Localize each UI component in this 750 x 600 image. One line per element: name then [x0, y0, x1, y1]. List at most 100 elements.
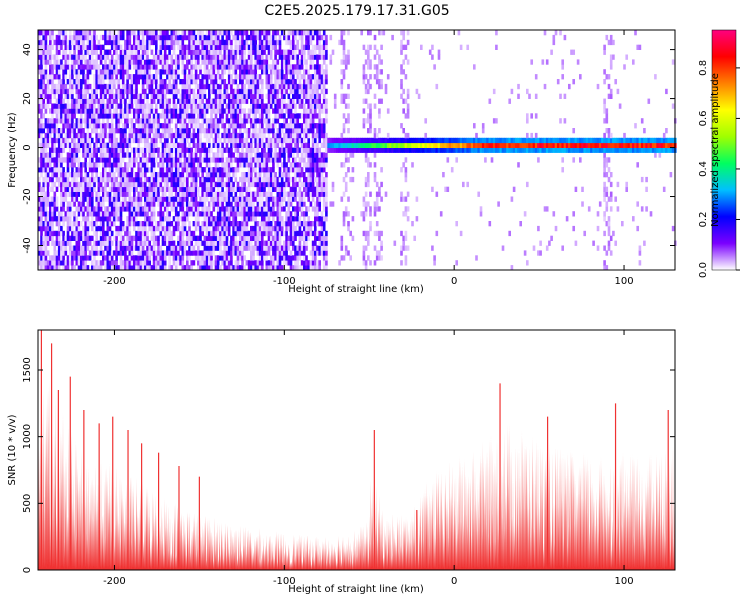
heatmap-cell	[51, 172, 54, 178]
heatmap-cell	[144, 206, 147, 212]
heatmap-cell	[241, 123, 244, 129]
heatmap-cell	[283, 167, 286, 173]
heatmap-cell	[110, 132, 114, 139]
heatmap-cell	[197, 118, 200, 124]
heatmap-cell	[124, 167, 127, 173]
heatmap-cell	[68, 108, 72, 114]
heatmap-cell	[75, 172, 79, 178]
heatmap-cell	[183, 49, 187, 55]
heatmap-cell	[80, 162, 83, 168]
heatmap-cell	[119, 74, 123, 80]
heatmap-cell	[139, 211, 143, 217]
heatmap-cell	[280, 108, 284, 114]
heatmap-cell	[219, 216, 222, 222]
heatmap-cell	[150, 162, 154, 168]
heatmap-cell	[126, 83, 129, 90]
heatmap-cell	[42, 74, 46, 80]
heatmap-cell	[60, 39, 63, 46]
heatmap-cell	[155, 79, 158, 85]
heatmap-cell	[170, 113, 174, 119]
heatmap-cell	[261, 123, 264, 129]
heatmap-cell	[133, 265, 136, 271]
heatmap-cell	[230, 250, 233, 256]
heatmap-cell	[170, 172, 174, 178]
heatmap-cell	[128, 118, 132, 124]
heatmap-cell	[227, 191, 231, 197]
heatmap-cell	[287, 137, 291, 144]
heatmap-cell	[77, 181, 81, 188]
heatmap-cell	[300, 260, 304, 266]
heatmap-cell	[53, 206, 57, 212]
heatmap-cell	[75, 132, 79, 139]
heatmap-cell	[186, 240, 189, 246]
heatmap-cell	[144, 201, 147, 207]
heatmap-cell	[117, 230, 121, 237]
heatmap-cell	[163, 206, 167, 212]
heatmap-cell	[57, 142, 61, 148]
heatmap-cell	[40, 83, 43, 90]
heatmap-cell	[258, 157, 262, 163]
heatmap-cell	[197, 123, 200, 129]
heatmap-cell	[44, 245, 48, 251]
heatmap-cell	[119, 30, 123, 36]
heatmap-cell	[80, 83, 83, 90]
heatmap-cell	[121, 167, 125, 173]
heatmap-cell	[102, 201, 105, 207]
heatmap-cell	[258, 240, 262, 246]
heatmap-cell	[137, 201, 141, 207]
heatmap-cell	[99, 54, 103, 60]
heatmap-cell	[102, 128, 105, 134]
heatmap-cell	[278, 69, 282, 75]
heatmap-cell	[141, 240, 145, 246]
heatmap-cell	[133, 152, 136, 158]
heatmap-cell	[44, 176, 48, 183]
heatmap-cell	[77, 221, 81, 227]
heatmap-cell	[117, 103, 121, 109]
heatmap-cell	[66, 260, 70, 266]
heatmap-cell	[55, 250, 59, 256]
heatmap-cell	[305, 255, 308, 261]
heatmap-cell	[77, 230, 81, 237]
heatmap-cell	[44, 255, 48, 261]
heatmap-cell	[181, 113, 185, 119]
heatmap-cell	[265, 260, 269, 266]
heatmap-cell	[126, 103, 129, 109]
heatmap-cell	[236, 152, 240, 158]
heatmap-cell	[57, 260, 61, 266]
heatmap-cell	[225, 235, 229, 241]
heatmap-cell	[161, 103, 165, 109]
heatmap-cell	[80, 34, 83, 41]
heatmap-cell	[161, 128, 165, 134]
heatmap-cell	[203, 265, 207, 271]
heatmap-cell	[292, 255, 295, 261]
heatmap-cell	[93, 88, 96, 95]
heatmap-cell	[49, 132, 52, 139]
heatmap-cell	[75, 167, 79, 173]
heatmap-cell	[194, 152, 198, 158]
heatmap-cell	[44, 172, 48, 178]
heatmap-cell	[239, 142, 242, 148]
heatmap-cell	[49, 221, 52, 227]
heatmap-cell	[294, 206, 297, 212]
heatmap-cell	[225, 250, 229, 256]
heatmap-cell	[139, 201, 143, 207]
heatmap-cell	[276, 162, 280, 168]
heatmap-cell	[38, 132, 41, 139]
heatmap-cell	[254, 167, 258, 173]
heatmap-cell	[272, 255, 275, 261]
heatmap-cell	[130, 83, 134, 90]
heatmap-cell	[99, 211, 103, 217]
heatmap-cell	[155, 132, 158, 139]
heatmap-cell	[294, 260, 297, 266]
heatmap-cell	[210, 108, 213, 114]
heatmap-cell	[53, 64, 57, 70]
heatmap-cell	[144, 186, 147, 192]
heatmap-cell	[274, 225, 277, 232]
heatmap-cell	[84, 54, 88, 60]
heatmap-cell	[115, 118, 118, 124]
heatmap-cell	[106, 132, 110, 139]
heatmap-cell	[84, 49, 88, 55]
heatmap-cell	[88, 49, 92, 55]
heatmap-cell	[110, 137, 114, 144]
heatmap-cell	[254, 221, 258, 227]
